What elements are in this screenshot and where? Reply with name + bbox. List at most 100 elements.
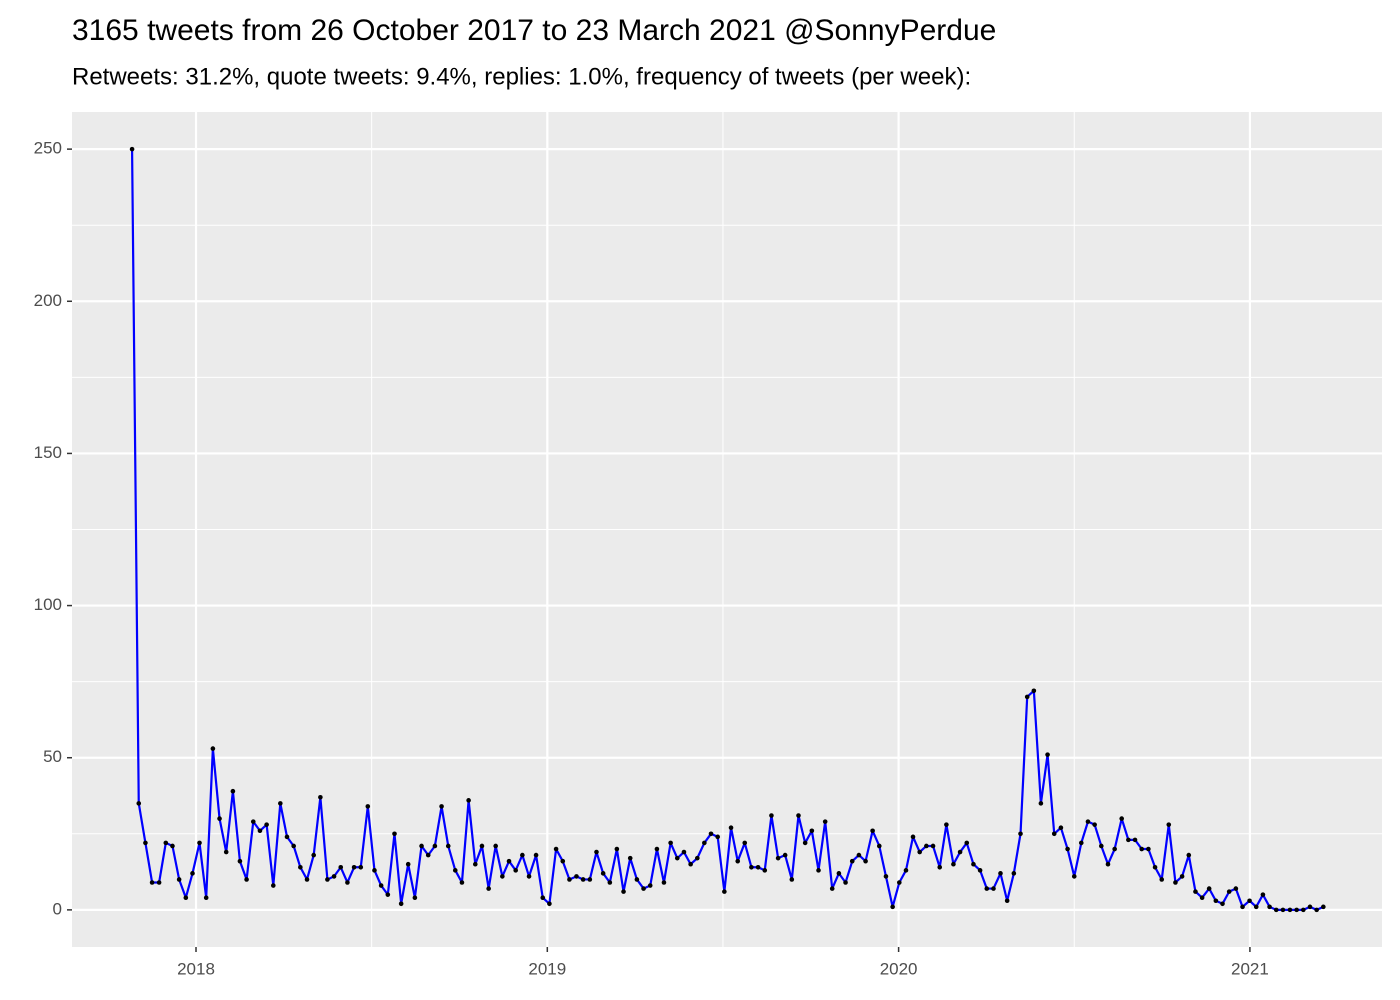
point — [964, 840, 970, 846]
y-tick-label: 100 — [34, 595, 62, 614]
point — [217, 816, 222, 821]
point — [722, 889, 727, 894]
point — [580, 877, 586, 882]
point — [1273, 907, 1279, 913]
point — [971, 861, 976, 867]
point — [688, 861, 693, 867]
point — [951, 861, 956, 867]
point — [533, 852, 539, 858]
point — [1152, 864, 1158, 870]
point — [432, 843, 438, 849]
point — [1058, 825, 1064, 831]
point — [163, 840, 169, 846]
point — [681, 849, 687, 855]
point — [674, 855, 680, 861]
point — [1018, 831, 1023, 837]
point — [567, 877, 572, 882]
point — [735, 858, 741, 864]
point — [270, 883, 276, 888]
point — [641, 886, 646, 891]
point — [594, 849, 599, 855]
point — [365, 804, 371, 809]
point — [876, 843, 882, 849]
point — [1159, 877, 1165, 882]
point — [600, 871, 606, 876]
point — [547, 901, 552, 907]
point — [338, 864, 344, 870]
point — [170, 843, 175, 849]
point — [702, 840, 707, 846]
point — [1280, 907, 1286, 913]
point — [1038, 801, 1044, 806]
point — [937, 864, 943, 870]
point — [607, 880, 613, 885]
point — [506, 858, 512, 864]
y-tick-label: 150 — [34, 443, 62, 462]
point — [1099, 843, 1104, 849]
point — [1173, 880, 1178, 885]
point — [452, 868, 458, 873]
point — [1301, 907, 1306, 913]
point — [1004, 898, 1010, 904]
point — [802, 840, 808, 846]
point — [647, 883, 653, 888]
point — [358, 864, 364, 870]
point — [775, 855, 781, 861]
point — [1132, 837, 1138, 843]
point — [223, 849, 229, 855]
point — [627, 855, 633, 861]
point — [836, 871, 842, 876]
point — [1045, 752, 1050, 757]
point — [520, 852, 525, 858]
point — [1321, 904, 1326, 910]
point — [1119, 816, 1124, 821]
point — [203, 895, 209, 901]
point — [419, 843, 424, 849]
x-tick-label: 2020 — [880, 959, 918, 978]
point — [977, 868, 983, 873]
point — [1065, 846, 1070, 852]
point — [749, 864, 754, 870]
point — [715, 834, 720, 840]
point — [412, 895, 418, 901]
point — [1193, 889, 1198, 894]
point — [728, 825, 734, 831]
point — [1139, 846, 1145, 852]
point — [822, 819, 828, 824]
point — [843, 880, 848, 885]
point — [708, 831, 714, 837]
point — [1105, 861, 1111, 867]
point — [149, 880, 155, 885]
point — [405, 861, 411, 867]
point — [1112, 846, 1117, 852]
point — [553, 846, 559, 852]
point — [849, 858, 855, 864]
point — [466, 798, 471, 803]
point — [1260, 892, 1266, 897]
point — [526, 874, 532, 879]
point — [614, 846, 620, 852]
point — [439, 804, 444, 809]
point — [1307, 904, 1313, 910]
point — [910, 834, 916, 840]
point — [1031, 688, 1037, 694]
point — [560, 858, 566, 864]
point — [257, 828, 263, 834]
point — [1233, 886, 1239, 891]
x-tick-label: 2021 — [1231, 959, 1269, 978]
point — [486, 886, 491, 891]
point — [513, 868, 518, 873]
point — [755, 864, 761, 870]
point — [1126, 837, 1131, 843]
point — [264, 822, 269, 827]
point — [1092, 822, 1097, 827]
point — [244, 877, 249, 882]
point — [190, 871, 195, 876]
point — [1294, 907, 1299, 913]
point — [782, 852, 788, 858]
point — [796, 813, 801, 818]
point — [250, 819, 256, 824]
point — [500, 874, 505, 879]
